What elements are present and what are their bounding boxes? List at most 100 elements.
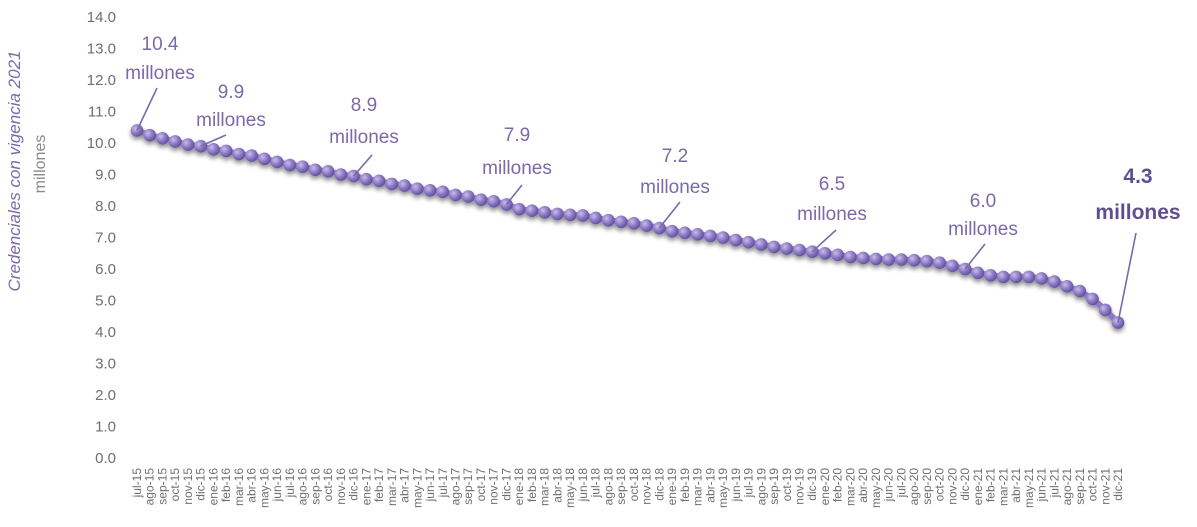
x-tick-label: may-19: [716, 468, 730, 508]
x-tick-label: nov-18: [640, 468, 654, 505]
x-tick-label: ene-16: [206, 468, 220, 506]
x-tick-label: feb-19: [678, 468, 692, 502]
x-tick-label: abr-17: [398, 468, 412, 503]
data-point: [627, 217, 641, 230]
data-point: [449, 188, 462, 202]
annotation-unit: millones: [196, 110, 266, 131]
x-tick-label: sep-17: [461, 468, 475, 505]
x-tick-label: oct-21: [1086, 468, 1100, 502]
data-point: [971, 266, 985, 280]
x-tick-label: nov-15: [181, 468, 195, 505]
x-tick-label: jun-19: [729, 468, 743, 503]
x-tick-label: dic-21: [1111, 468, 1125, 501]
data-point: [704, 229, 717, 243]
annotation-value: 7.2: [662, 146, 688, 167]
x-tick-label: dic-19: [805, 468, 819, 501]
y-tick-label: 5.0: [95, 293, 116, 310]
x-tick-label: jun-17: [423, 468, 437, 503]
data-point: [551, 207, 564, 221]
x-tick-label: sep-18: [614, 468, 628, 505]
x-tick-label: jun-16: [270, 468, 284, 503]
data-point: [1047, 275, 1061, 288]
x-tick-label: dic-17: [499, 468, 513, 501]
x-tick-label: may-18: [563, 468, 577, 508]
x-tick-label: sep-19: [767, 468, 781, 505]
x-tick-label: jul-20: [894, 468, 908, 499]
annotations: 10.4 millones 9.9 millones 8.9 millones 7.9 mil…: [125, 34, 1181, 323]
x-tick-label: oct-16: [321, 468, 335, 502]
y-tick-label: 1.0: [95, 419, 116, 436]
x-tick-label: sep-16: [308, 468, 322, 505]
data-point: [933, 256, 946, 270]
x-tick-label: feb-17: [372, 468, 386, 502]
data-point: [207, 143, 220, 156]
x-tick-label: dic-16: [347, 468, 361, 501]
x-tick-label: jun-20: [882, 468, 896, 503]
data-point: [181, 138, 195, 151]
data-point: [360, 172, 373, 186]
y-axis-unit: millones: [32, 135, 49, 194]
x-tick-label: abr-20: [856, 468, 870, 503]
data-point: [309, 163, 322, 177]
data-point: [754, 238, 768, 251]
y-axis-title-group: Credenciales con vigencia 2021 millones: [5, 51, 49, 292]
data-point: [270, 155, 284, 169]
annotation-value: 4.3: [1123, 165, 1152, 188]
x-tick-label: sep-15: [155, 468, 169, 505]
data-point: [831, 248, 845, 262]
x-tick-label: abr-16: [245, 468, 259, 503]
y-tick-label: 8.0: [95, 198, 116, 215]
annotation-unit: millones: [948, 219, 1018, 240]
data-point: [156, 131, 169, 145]
x-axis-ticks: jul-15ago-15sep-15oct-15nov-15dic-15ene-…: [130, 468, 1125, 508]
y-tick-label: 14.0: [87, 9, 116, 26]
data-point: [1073, 284, 1087, 298]
data-point: [920, 254, 934, 268]
x-tick-label: oct-17: [474, 468, 488, 502]
x-tick-label: nov-21: [1098, 468, 1112, 505]
annotation-value: 6.5: [819, 174, 845, 195]
annotation-value: 9.9: [218, 82, 244, 103]
data-point: [576, 209, 590, 222]
annotation-leader: [136, 87, 158, 131]
data-point: [1098, 303, 1112, 317]
data-point: [691, 228, 704, 241]
data-point: [321, 165, 335, 178]
x-tick-label: abr-19: [703, 468, 717, 503]
x-tick-label: dic-18: [652, 468, 666, 501]
y-tick-label: 11.0: [88, 104, 116, 121]
x-tick-label: sep-21: [1073, 468, 1087, 505]
annotation-leader: [964, 243, 986, 270]
x-tick-label: jul-19: [742, 468, 756, 499]
x-tick-label: may-17: [410, 468, 424, 508]
x-tick-label: nov-17: [487, 468, 501, 505]
x-tick-label: may-16: [257, 468, 271, 508]
x-tick-label: feb-18: [525, 468, 539, 502]
x-tick-label: feb-16: [219, 468, 233, 502]
x-tick-label: mar-19: [691, 468, 705, 506]
data-point: [423, 183, 437, 197]
data-point: [258, 152, 271, 166]
annotation-leader: [1117, 232, 1137, 323]
annotation-value: 8.9: [351, 95, 377, 116]
x-tick-label: ene-20: [818, 468, 832, 506]
x-tick-label: ago-20: [907, 468, 921, 506]
y-tick-label: 10.0: [87, 135, 116, 152]
data-point: [143, 128, 157, 142]
x-tick-label: ene-19: [665, 468, 679, 506]
y-axis-title: Credenciales con vigencia 2021: [5, 51, 24, 292]
data-point: [946, 259, 959, 273]
data-point: [818, 246, 832, 260]
data-point: [436, 185, 450, 199]
x-tick-label: may-21: [1022, 468, 1036, 508]
y-tick-label: 0.0: [95, 450, 116, 467]
x-tick-label: oct-18: [627, 468, 641, 502]
data-point: [232, 147, 246, 161]
y-tick-label: 13.0: [87, 41, 116, 58]
x-tick-label: mar-18: [538, 468, 552, 506]
data-point: [780, 242, 794, 255]
annotation-leader: [352, 154, 373, 177]
data-point: [296, 160, 309, 173]
data-point: [640, 219, 653, 232]
data-point: [398, 179, 411, 192]
